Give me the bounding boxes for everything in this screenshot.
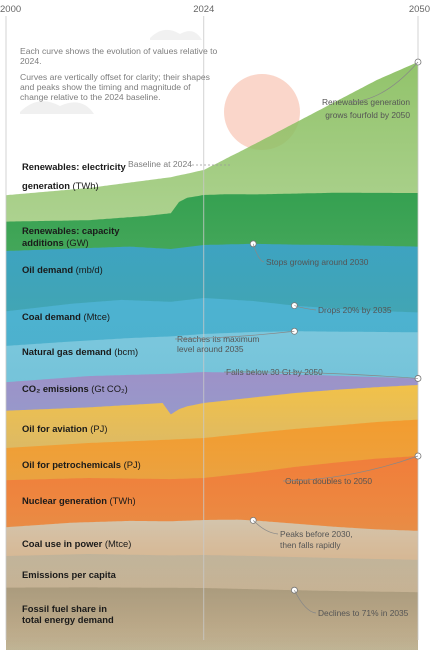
annotation-leader — [174, 330, 295, 340]
annotation-text: Output doubles to 2050 — [285, 476, 372, 486]
series-unit: (bcm) — [114, 346, 138, 357]
annotation-leader — [349, 61, 419, 103]
series-unit: (Mtce) — [105, 538, 132, 549]
series-label: generation (TWh) — [22, 180, 99, 191]
annotation-text: Reaches its maximum — [177, 334, 259, 344]
annotation-text: Stops growing around 2030 — [266, 257, 369, 267]
annotation-text: Peaks before 2030, — [280, 529, 353, 539]
series-label: Coal use in power (Mtce) — [22, 538, 131, 549]
series-label: additions (GW) — [22, 237, 89, 248]
annotation-text: Declines to 71% in 2035 — [318, 608, 409, 618]
cloud-decoration — [150, 29, 202, 40]
series-label: Coal demand (Mtce) — [22, 311, 110, 322]
annotation-leader — [252, 243, 265, 263]
annotation-text: level around 2035 — [177, 344, 244, 354]
x-tick-label: 2024 — [193, 4, 214, 15]
x-tick-label: 2050 — [409, 4, 430, 15]
series-label: CO₂ emissions (Gt CO₂) — [22, 383, 128, 394]
chart-note-1: Each curve shows the evolution of values… — [20, 46, 218, 66]
series-unit: (Gt CO₂) — [91, 383, 127, 394]
series-label: Renewables: electricity — [22, 161, 126, 172]
series-area — [6, 587, 418, 650]
chart-note-2: Curves are vertically offset for clarity… — [20, 72, 210, 102]
series-unit: (PJ) — [124, 459, 141, 470]
series-unit: (TWh) — [73, 180, 99, 191]
x-tick-label: 2000 — [0, 4, 21, 15]
series-unit: (GW) — [66, 237, 88, 248]
series-label: Oil demand (mb/d) — [22, 264, 103, 275]
series-label: Oil for aviation (PJ) — [22, 423, 107, 434]
annotation-text: then falls rapidly — [280, 540, 341, 550]
series-unit: (PJ) — [90, 423, 107, 434]
series-label: Natural gas demand (bcm) — [22, 346, 138, 357]
annotation-text: Renewables generation — [322, 97, 410, 107]
series-label: Emissions per capita — [22, 569, 117, 580]
annotation-leader — [252, 520, 279, 535]
annotation-text: grows fourfold by 2050 — [325, 110, 410, 120]
annotation-leader — [223, 371, 419, 379]
cloud-decoration — [20, 101, 94, 114]
annotation-leader — [294, 590, 317, 614]
series-label: Nuclear generation (TWh) — [22, 495, 136, 506]
series-label: Oil for petrochemicals (PJ) — [22, 459, 141, 470]
annotation-leader — [282, 455, 419, 482]
annotation-text: Drops 20% by 2035 — [318, 305, 392, 315]
annotation-leader — [294, 305, 317, 311]
series-unit: (TWh) — [110, 495, 136, 506]
series-unit: (Mtce) — [83, 311, 110, 322]
series-label: Fossil fuel share in — [22, 603, 107, 614]
series-unit: (mb/d) — [76, 264, 103, 275]
series-label: Renewables: capacity — [22, 225, 120, 236]
series-label: total energy demand — [22, 614, 114, 625]
baseline-label: Baseline at 2024 — [128, 159, 192, 169]
